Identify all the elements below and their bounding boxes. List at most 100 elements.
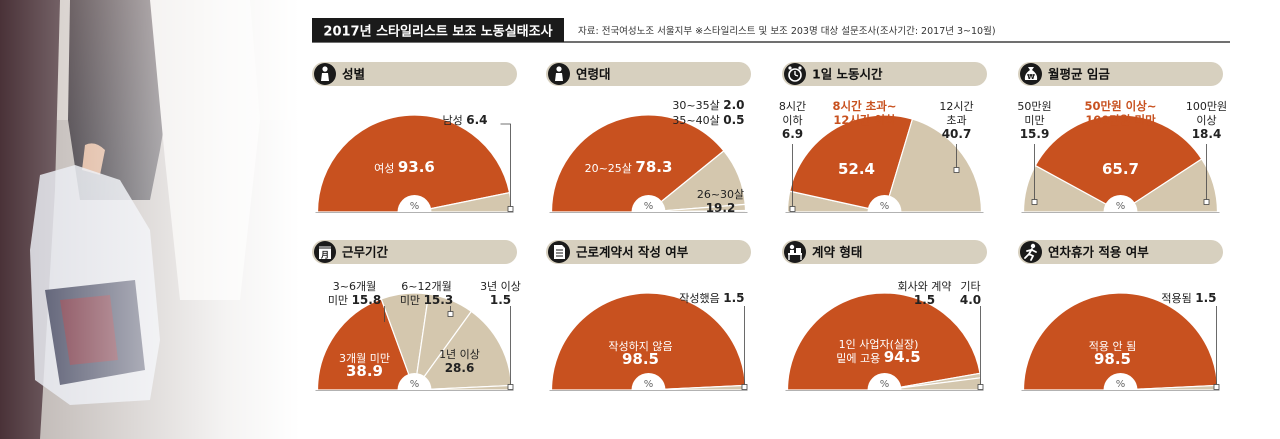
pie-slice bbox=[1022, 292, 1219, 391]
slice-label: 100만원 미만 bbox=[1085, 113, 1156, 127]
slice-label: 19.2 bbox=[706, 201, 736, 215]
chart-title-pill bbox=[782, 240, 987, 264]
pie-slice bbox=[789, 114, 914, 213]
slice-label: 15.9 bbox=[1020, 127, 1050, 141]
leader-marker bbox=[1203, 199, 1210, 205]
slice-label: 26~30살 bbox=[697, 188, 744, 201]
clock-icon bbox=[784, 63, 806, 85]
slice-label: 작성하지 않음 bbox=[608, 339, 672, 353]
slice-label: 30~35살 2.0 bbox=[672, 98, 744, 112]
pie-slice bbox=[648, 209, 747, 213]
chart-title-pill bbox=[312, 240, 517, 264]
chart-title: 근무기간 bbox=[342, 245, 389, 260]
slice-label: 98.5 bbox=[622, 350, 659, 368]
chart-panels: 성별% 여성 93.6 남성 6.4 연령대% 20~25살 78.3 26~30살19.… bbox=[312, 62, 1227, 391]
chart-title: 근로계약서 작성 여부 bbox=[576, 245, 689, 260]
pie-hub bbox=[631, 373, 666, 390]
chart-title: 계약 형태 bbox=[812, 245, 862, 260]
slice-label: 35~40살 0.5 bbox=[672, 113, 744, 127]
slice-label: 미만 15.3 bbox=[400, 293, 453, 307]
slice-label: 3~6개월 bbox=[333, 280, 376, 293]
slice-label: 적용 안 됨 bbox=[1089, 340, 1136, 353]
pie-hub bbox=[1103, 195, 1138, 212]
chart-title-pill bbox=[782, 62, 987, 86]
slice-label: 6.9 bbox=[782, 127, 803, 141]
slice-label: 이상 bbox=[1196, 114, 1216, 127]
pie-hub bbox=[1103, 373, 1138, 390]
unit-label: % bbox=[880, 201, 890, 212]
leader-marker bbox=[447, 311, 454, 317]
unit-label: % bbox=[1116, 201, 1126, 212]
unit-label: % bbox=[644, 379, 654, 390]
chart-title-pill bbox=[1018, 62, 1223, 86]
title-box bbox=[312, 18, 564, 42]
slice-label: 50만원 이상~ bbox=[1085, 99, 1157, 113]
unit-label: % bbox=[1116, 379, 1126, 390]
svg-text:月: 月 bbox=[320, 251, 329, 260]
leader-marker bbox=[741, 384, 748, 390]
unit-label: % bbox=[410, 379, 420, 390]
slice-label: 초과 bbox=[946, 114, 966, 127]
slice-label: 50만원 bbox=[1017, 100, 1051, 113]
slice-label: 3년 이상 bbox=[480, 280, 521, 293]
svg-text:₩: ₩ bbox=[1027, 73, 1035, 81]
slice-label: 1.5 bbox=[914, 293, 935, 307]
pie-hub bbox=[867, 373, 902, 390]
slice-label: 남성 6.4 bbox=[442, 113, 487, 127]
leader-line bbox=[500, 123, 511, 209]
slice-label: 18.4 bbox=[1192, 127, 1222, 141]
page-title: 2017년 스타일리스트 보조 노동실태조사 bbox=[323, 24, 552, 40]
leader-marker bbox=[789, 206, 796, 212]
leader-marker bbox=[507, 206, 514, 212]
document-icon bbox=[548, 241, 570, 263]
chart-title-pill bbox=[546, 62, 751, 86]
slice-label: 여성 93.6 bbox=[374, 158, 435, 176]
slice-label: 밑에 고용 94.5 bbox=[836, 348, 921, 366]
pie-slice bbox=[1034, 114, 1203, 213]
pie-slice bbox=[1118, 158, 1219, 213]
slice-label: 40.7 bbox=[942, 127, 972, 141]
pie-slice bbox=[316, 298, 416, 391]
chart-title: 연령대 bbox=[576, 67, 611, 82]
leader-marker bbox=[507, 384, 514, 390]
chart-title-pill bbox=[312, 62, 517, 86]
person-icon bbox=[314, 63, 336, 85]
slice-label: 28.6 bbox=[445, 361, 475, 375]
slice-label: 회사와 계약 bbox=[897, 279, 951, 293]
chart-title-pill bbox=[546, 240, 751, 264]
desk-icon bbox=[784, 241, 806, 263]
chart-title: 성별 bbox=[342, 67, 365, 82]
slice-label: 12시간 bbox=[939, 100, 973, 113]
chart-panel-7: 계약 형태% 1인 사업자(실장)밑에 고용 94.5 회사와 계약1.5 기타4.0 bbox=[782, 240, 987, 391]
slice-label: 38.9 bbox=[346, 362, 383, 380]
slice-label: 1.5 bbox=[490, 293, 511, 307]
source-note: 자료: 전국여성노조 서울지부 ※스타일리스트 및 보조 203명 대상 설문조… bbox=[578, 25, 996, 37]
chart-panel-8: 연차휴가 적용 여부% 적용 안 됨98.5 적용됨 1.5 bbox=[1018, 240, 1223, 391]
slice-label: 이하 bbox=[782, 113, 802, 127]
leader-marker bbox=[977, 384, 984, 390]
slice-label: 작성했음 1.5 bbox=[679, 291, 744, 305]
slice-label: 6~12개월 bbox=[401, 280, 451, 293]
pie-hub bbox=[397, 373, 432, 390]
slice-label: 12시간 이하 bbox=[833, 113, 896, 127]
leader-marker bbox=[1213, 384, 1220, 390]
leader-marker bbox=[953, 167, 960, 173]
slice-label: 3개월 미만 bbox=[339, 352, 390, 365]
slice-label: 1인 사업자(실장) bbox=[839, 338, 919, 351]
header: 2017년 스타일리스트 보조 노동실태조사 자료: 전국여성노조 서울지부 ※… bbox=[312, 18, 1230, 43]
pie-hub bbox=[397, 195, 432, 212]
pie-slice bbox=[550, 114, 725, 213]
unit-label: % bbox=[880, 379, 890, 390]
slice-label: 98.5 bbox=[1094, 350, 1131, 368]
unit-label: % bbox=[410, 201, 420, 212]
pie-hub bbox=[867, 195, 902, 212]
leader-marker bbox=[1031, 199, 1038, 205]
slice-label: 65.7 bbox=[1102, 160, 1139, 178]
chart-panel-1: 성별% 여성 93.6 남성 6.4 bbox=[312, 62, 517, 213]
unit-label: % bbox=[644, 201, 654, 212]
pie-slice bbox=[550, 292, 747, 391]
